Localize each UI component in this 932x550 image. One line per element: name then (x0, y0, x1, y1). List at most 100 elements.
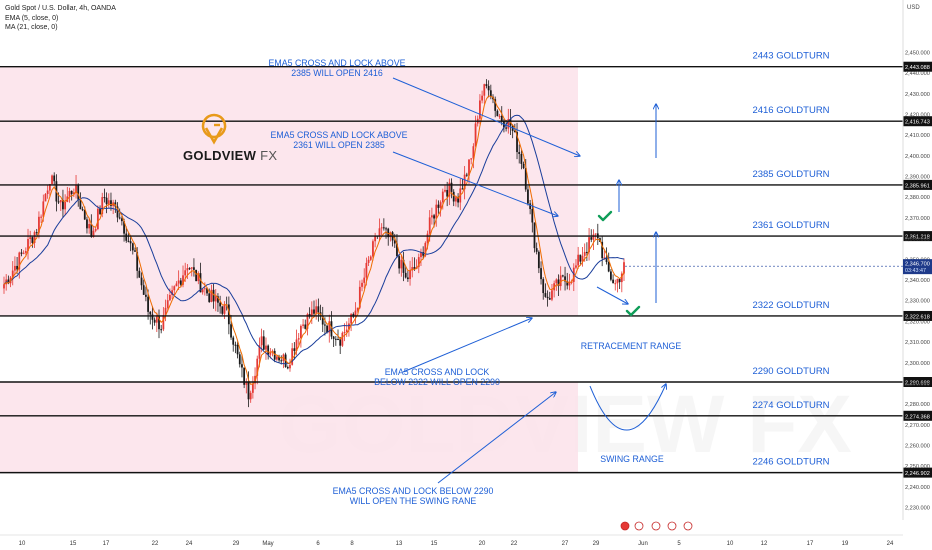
candle-body (212, 289, 215, 302)
candle-body (230, 324, 232, 338)
candle-body (195, 269, 198, 282)
candle-body (62, 200, 64, 210)
candle-body (313, 309, 315, 314)
candle-body (358, 286, 361, 308)
candle-body (618, 278, 621, 283)
level-label-2: 2385 GOLDTURN (752, 169, 829, 180)
price-badge-text-0: 2,443.088 (905, 65, 930, 71)
candle-body (90, 224, 93, 237)
symbol-title: Gold Spot / U.S. Dollar, 4h, OANDA (5, 5, 116, 12)
candle-body (131, 243, 134, 251)
candle-body (398, 256, 401, 269)
candle-body (516, 131, 518, 153)
y-tick-label: 2,250.000 (905, 464, 930, 470)
x-tick-label: 27 (562, 541, 569, 547)
candle-body (197, 273, 200, 282)
candle-body (417, 257, 420, 268)
candle-body (22, 252, 25, 254)
candle-body (127, 240, 130, 242)
y-tick-label: 2,340.000 (905, 278, 930, 284)
x-tick-label: 19 (842, 541, 849, 547)
y-tick-label: 2,410.000 (905, 133, 930, 139)
candle-body (173, 286, 176, 291)
candle-body (548, 298, 551, 300)
candle-body (116, 206, 119, 218)
candle-body (354, 310, 357, 317)
logo-tail (204, 127, 224, 145)
candle-body (564, 276, 566, 282)
candle-body (278, 356, 280, 361)
candle-body (568, 282, 571, 286)
candle-body (249, 392, 252, 400)
candle-body (489, 90, 492, 97)
candle-body (382, 227, 385, 229)
candle-body (158, 316, 160, 330)
x-tick-label: 29 (593, 541, 600, 547)
candle-body (348, 323, 350, 330)
ema5-line (3, 95, 625, 385)
candle-body (310, 309, 313, 317)
candle-body (339, 339, 342, 346)
candle-body (142, 285, 145, 295)
y-tick-label: 2,390.000 (905, 175, 930, 181)
ema-legend[interactable]: EMA (5, close, 0) (5, 15, 59, 22)
candle-body (273, 350, 276, 360)
candle-body (529, 203, 532, 209)
candle-body (378, 228, 381, 237)
candle-body (57, 201, 60, 203)
current-price-badge (903, 259, 932, 275)
y-tick-label: 2,420.000 (905, 112, 930, 118)
candle-body (468, 159, 470, 176)
candle-body (267, 345, 270, 355)
candle-body (435, 204, 438, 219)
candle-body (151, 314, 154, 320)
candle-body (607, 262, 610, 272)
swing-curve (589, 384, 666, 431)
brand-name: GOLDVIEW (183, 148, 257, 163)
candle-body (201, 289, 204, 293)
candle-body (269, 352, 272, 355)
y-tick-label: 2,400.000 (905, 154, 930, 160)
annotation-2: EMA5 CROSS AND LOCK BELOW 2322 WILL OPEN … (374, 367, 500, 387)
candle-body (555, 279, 558, 284)
y-tick-label: 2,380.000 (905, 195, 930, 201)
event-markers (620, 521, 693, 531)
us-flag-icon (683, 521, 693, 531)
candle-body (470, 158, 473, 160)
candle-body (612, 279, 614, 284)
candle-body (208, 293, 211, 302)
candle-body (177, 280, 180, 284)
x-tick-label: 15 (70, 541, 77, 547)
candle-body (295, 339, 298, 351)
candle-body (496, 110, 499, 117)
candle-body (350, 313, 353, 324)
y-tick-label: 2,320.000 (905, 319, 930, 325)
annotation-4: RETRACEMENT RANGE (581, 341, 682, 351)
candle-body (396, 243, 398, 257)
candle-body (186, 268, 189, 271)
candle-body (620, 273, 623, 283)
candle-body (393, 240, 396, 244)
candle-body (184, 270, 187, 276)
candle-body (33, 232, 36, 243)
candle-body (101, 197, 104, 214)
candle-body (210, 289, 213, 302)
candle-body (46, 190, 49, 195)
candle-body (610, 271, 612, 280)
candle-body (64, 202, 67, 210)
candle-body (455, 197, 457, 202)
candle-body (7, 279, 10, 284)
us-flag-icon (651, 521, 661, 531)
candle-body (487, 85, 490, 91)
candle-body (385, 228, 387, 230)
ma-legend[interactable]: MA (21, close, 0) (5, 24, 58, 31)
price-badge-7 (903, 467, 932, 478)
candle-body (72, 192, 75, 194)
y-tick-label: 2,280.000 (905, 402, 930, 408)
candle-body (203, 288, 206, 290)
candle-body (169, 295, 171, 301)
x-tick-label: 5 (677, 541, 681, 547)
candle-body (483, 84, 486, 96)
